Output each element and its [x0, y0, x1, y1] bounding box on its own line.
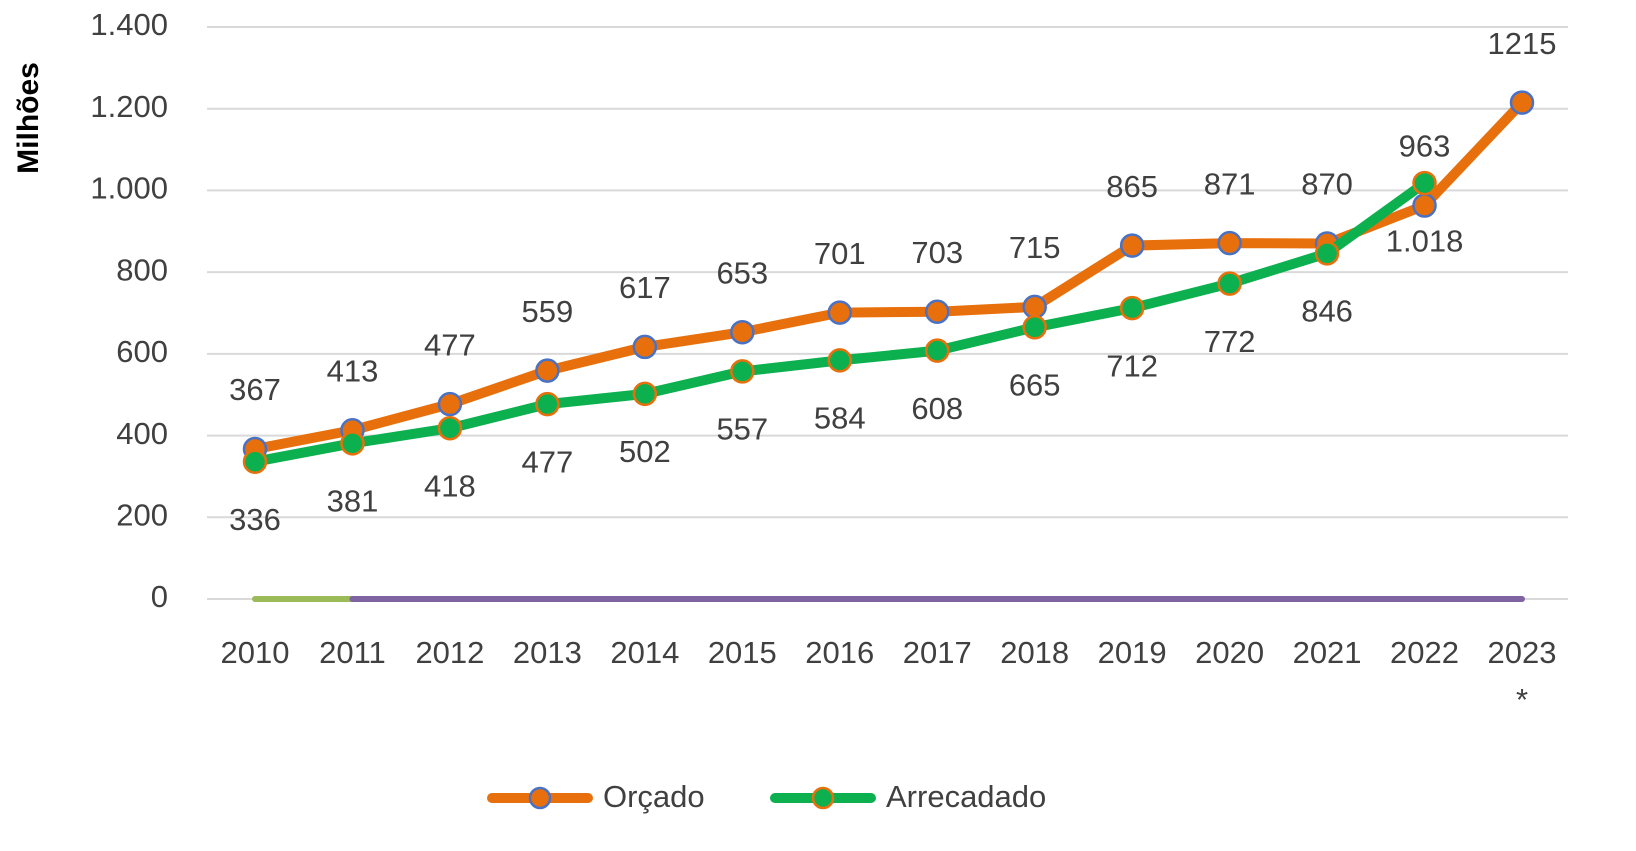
- data-label: 477: [522, 444, 574, 479]
- marker: [1119, 233, 1145, 258]
- legend-marker: [811, 786, 835, 810]
- legend-label: Arrecadado: [886, 779, 1046, 814]
- data-label: 336: [229, 502, 281, 537]
- x-tick-label: 2021: [1293, 635, 1362, 670]
- data-label: 653: [716, 255, 768, 290]
- data-label: 557: [716, 412, 768, 447]
- data-label: 846: [1301, 294, 1353, 329]
- marker: [1119, 295, 1145, 321]
- marker: [535, 391, 560, 417]
- data-label: 772: [1204, 324, 1256, 359]
- marker: [340, 431, 365, 456]
- data-label: 413: [327, 353, 379, 388]
- y-tick-label: 1.200: [90, 89, 168, 124]
- x-tick-note: *: [1516, 682, 1528, 717]
- marker: [1412, 170, 1437, 196]
- x-tick-label: 2017: [903, 635, 972, 670]
- marker: [1412, 193, 1437, 218]
- marker: [924, 338, 950, 363]
- marker: [827, 300, 853, 325]
- legend-marker: [528, 786, 552, 810]
- y-tick-label: 200: [116, 497, 168, 532]
- data-label: 477: [424, 327, 476, 362]
- marker: [1314, 241, 1340, 266]
- data-label: 584: [814, 401, 866, 436]
- data-label: 608: [911, 391, 963, 426]
- data-label: 703: [911, 235, 963, 270]
- marker: [632, 381, 658, 407]
- data-label: 665: [1009, 367, 1061, 402]
- data-label: 367: [229, 372, 281, 407]
- marker: [437, 415, 463, 441]
- marker: [827, 348, 853, 373]
- data-label: 418: [424, 468, 476, 503]
- data-label: 381: [327, 484, 379, 519]
- marker: [1509, 90, 1535, 115]
- x-tick-label: 2011: [319, 635, 386, 670]
- marker: [924, 299, 950, 325]
- y-tick-label: 1.000: [90, 171, 168, 206]
- marker: [730, 359, 755, 384]
- x-tick-label: 2013: [513, 635, 582, 670]
- x-tick-label: 2020: [1195, 635, 1264, 670]
- data-label: 963: [1399, 129, 1451, 164]
- x-tick-label: 2014: [610, 635, 679, 670]
- data-label: 617: [619, 270, 671, 305]
- x-tick-label: 2010: [221, 635, 290, 670]
- y-tick-label: 800: [116, 252, 168, 287]
- marker: [1217, 230, 1242, 256]
- marker: [1022, 294, 1047, 320]
- data-label: 701: [814, 236, 866, 271]
- x-tick-label: 2018: [1000, 635, 1069, 670]
- y-tick-label: 1.400: [90, 7, 168, 42]
- y-tick-label: 400: [116, 416, 168, 451]
- x-tick-label: 2022: [1390, 635, 1459, 670]
- marker: [242, 449, 268, 474]
- data-label: 865: [1106, 169, 1158, 204]
- data-label: 502: [619, 434, 671, 469]
- x-tick-label: 2015: [708, 635, 777, 670]
- series-line: [250, 97, 1527, 455]
- x-tick-label: 2016: [805, 635, 874, 670]
- data-label: 559: [522, 294, 574, 329]
- x-tick-label: 2012: [415, 635, 484, 670]
- marker: [535, 358, 560, 383]
- x-tick-label: 2023: [1488, 635, 1557, 670]
- data-label: 715: [1009, 230, 1061, 265]
- x-tick-label: 2019: [1098, 635, 1167, 670]
- y-axis-label: Milhões: [12, 62, 45, 174]
- marker: [437, 391, 463, 417]
- marker: [730, 319, 755, 345]
- data-label: 1.018: [1386, 223, 1464, 258]
- data-label: 871: [1204, 166, 1256, 201]
- y-tick-label: 600: [116, 334, 168, 369]
- marker: [1217, 271, 1242, 296]
- marker: [1022, 315, 1047, 340]
- data-label: 1215: [1488, 26, 1557, 61]
- data-label: 712: [1106, 348, 1158, 383]
- data-label: 870: [1301, 167, 1353, 202]
- y-tick-label: 0: [151, 579, 168, 614]
- marker: [632, 334, 658, 360]
- legend-label: Orçado: [603, 779, 705, 814]
